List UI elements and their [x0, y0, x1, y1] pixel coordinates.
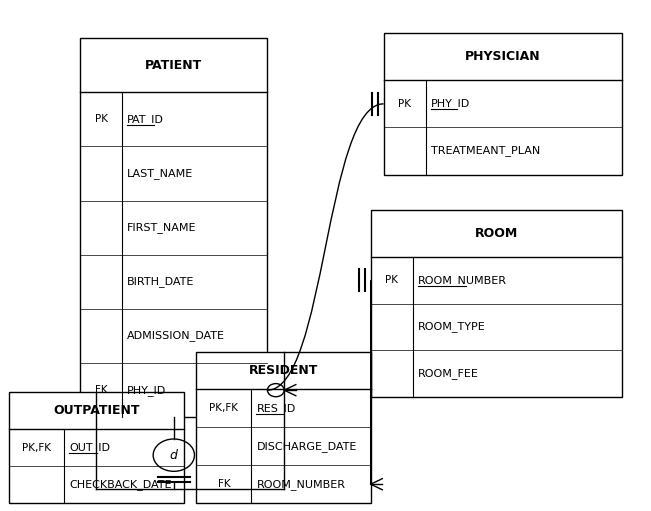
Bar — [9, 392, 184, 503]
Text: PK: PK — [385, 275, 398, 285]
Text: DISCHARGE_DATE: DISCHARGE_DATE — [256, 441, 357, 452]
Text: ROOM_NUMBER: ROOM_NUMBER — [418, 275, 506, 286]
Text: CHECKBACK_DATE: CHECKBACK_DATE — [69, 479, 172, 490]
Bar — [383, 33, 622, 175]
Text: FK: FK — [217, 479, 230, 489]
Text: PHY_ID: PHY_ID — [431, 99, 470, 109]
Text: FK: FK — [95, 385, 107, 395]
Bar — [370, 210, 622, 397]
Text: RES_ID: RES_ID — [256, 403, 296, 414]
Text: PK: PK — [398, 99, 411, 109]
Text: TREATMEANT_PLAN: TREATMEANT_PLAN — [431, 146, 540, 156]
Text: ROOM_NUMBER: ROOM_NUMBER — [256, 479, 346, 490]
Text: d: d — [170, 449, 178, 461]
Text: PK: PK — [94, 114, 107, 124]
Text: BIRTH_DATE: BIRTH_DATE — [128, 276, 195, 287]
Text: PATIENT: PATIENT — [145, 59, 202, 72]
Text: FIRST_NAME: FIRST_NAME — [128, 222, 197, 233]
Text: PHY_ID: PHY_ID — [128, 385, 167, 396]
Text: RESIDENT: RESIDENT — [249, 364, 318, 377]
Text: ROOM_TYPE: ROOM_TYPE — [418, 321, 486, 332]
Text: PAT_ID: PAT_ID — [128, 114, 164, 125]
Text: OUTPATIENT: OUTPATIENT — [53, 404, 139, 417]
Text: ADMISSION_DATE: ADMISSION_DATE — [128, 331, 225, 341]
Text: ROOM: ROOM — [475, 227, 518, 240]
Text: PHYSICIAN: PHYSICIAN — [465, 50, 541, 63]
Bar — [197, 352, 370, 503]
Bar — [80, 38, 268, 417]
Text: PK,FK: PK,FK — [22, 443, 51, 453]
Text: ROOM_FEE: ROOM_FEE — [418, 368, 478, 379]
Text: PK,FK: PK,FK — [210, 403, 238, 413]
Text: LAST_NAME: LAST_NAME — [128, 168, 193, 179]
Text: OUT_ID: OUT_ID — [69, 442, 110, 453]
